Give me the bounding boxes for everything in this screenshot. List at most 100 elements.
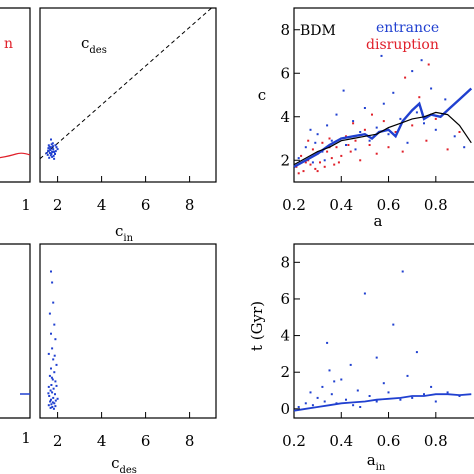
series-point [340,378,343,381]
disruption-point [394,131,397,133]
series-point [54,338,57,341]
scatter-points [295,54,466,175]
series-point [316,396,319,399]
disruption-point [311,148,314,151]
series-point [51,378,54,381]
panel-c-vs-a: 0.2 0.4 0.6 0.8 2 4 6 8 BDM entrance disruption… [258,7,474,230]
series-point [47,144,50,147]
series-point [50,153,53,155]
series-point [392,323,395,326]
disruption-point [328,137,331,140]
series-point [446,391,449,394]
series-point [52,150,55,153]
entrance-median-line [293,87,473,168]
entrance-point [304,146,307,149]
series-point [50,367,52,370]
disruption-point [404,76,407,79]
y-axis-label: c [258,86,266,104]
series-point [53,354,56,357]
series-point [53,402,56,405]
panel-frame [293,243,474,419]
entrance-point [354,148,357,151]
series-point [382,382,385,385]
series-point [50,403,53,406]
disruption-point [371,113,373,116]
x-axis-ticks: 2 4 6 8 [53,412,195,450]
xlabel-main: a [367,451,376,469]
scatter-points [45,138,59,160]
series-point [333,380,336,383]
xlabel-sub: in [376,462,386,473]
disruption-point [434,117,437,120]
series-point [50,398,52,401]
entrance-point [326,124,329,127]
entrance-point [297,157,300,160]
entrance-point [311,161,314,164]
disruption-point [446,148,449,151]
series-point [326,341,329,344]
series-point [54,153,56,155]
xlabel-sub: des [119,465,136,474]
series-point [54,150,57,153]
panel-title: cdes [81,34,107,56]
entrance-point [423,122,425,125]
series-point [52,145,54,148]
series-point [375,356,378,359]
series-point [48,152,51,154]
disruption-point [337,161,340,164]
series-point [304,402,307,405]
series-point [56,148,59,151]
title-main: c [81,34,89,52]
panel-frame [39,243,217,419]
series-point [54,393,56,396]
panel-left-top-partial: n 1 [0,7,31,214]
series-point [48,395,51,397]
series-point [309,391,312,394]
disruption-point [411,124,414,127]
series-point [52,358,55,361]
entrance-point [387,133,390,136]
x-tick-label: 0.6 [377,196,401,214]
disruption-point [323,165,326,168]
disruption-point [387,146,390,149]
series-point [51,391,54,394]
entrance-point [392,91,395,94]
x-axis-ticks: 2 4 6 8 [53,176,195,214]
panel-t-vs-c-des: 2 4 6 8 cdes [39,243,217,474]
x-tick-label: 8 [185,196,195,214]
disruption-point [347,144,350,146]
x-tick-label: 8 [185,432,195,450]
series-point [52,387,55,390]
y-tick-label: 4 [280,108,290,126]
entrance-point [415,111,418,114]
series-point [349,363,352,366]
series-point [50,384,53,386]
disruption-point [401,150,404,153]
entrance-point [335,113,338,116]
series-line-partial [0,152,31,159]
xlabel-main: c [115,222,123,240]
x-axis-label: ain [367,451,386,473]
x-tick-label: 0.4 [329,196,353,214]
series-point [52,154,55,157]
disruption-point [307,139,310,142]
series-point [50,146,52,149]
y-tick-label: 8 [280,253,290,271]
entrance-point [434,128,437,131]
series-point [47,404,50,407]
entrance-point [323,159,326,162]
series-point [363,292,366,295]
series-point [368,395,371,397]
series-point [51,347,54,350]
scatter-points [297,270,461,408]
disruption-point [349,150,352,153]
series-point [399,398,402,401]
y-tick-label: 2 [280,363,290,381]
x-tick-label: 0.6 [377,432,401,450]
x-tick-label: 4 [97,432,107,450]
series-point [297,406,300,408]
series-point [46,153,49,156]
x-tick-label: 2 [53,432,63,450]
entrance-point [375,126,378,129]
entrance-point [363,107,366,109]
